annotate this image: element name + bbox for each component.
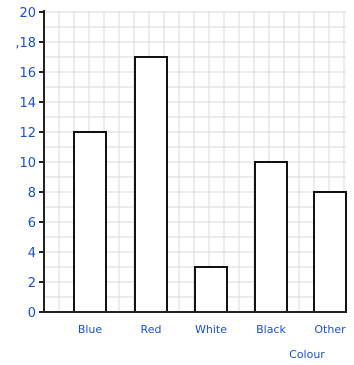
y-tick-label: ,18: [15, 36, 36, 51]
x-axis-label: Colour: [289, 348, 325, 361]
x-tick-label: White: [195, 323, 227, 336]
bar-red: [134, 56, 168, 313]
bar-blue: [73, 131, 107, 313]
x-tick-label: Black: [256, 323, 286, 336]
y-tick-label: 4: [28, 246, 36, 261]
y-tick-label: 12: [19, 126, 36, 141]
y-tick-labels: 0 2 4 6 8 10 12 14 16 ,18 20: [15, 6, 44, 321]
x-tick-label: Other: [314, 323, 346, 336]
x-tick-label: Red: [141, 323, 162, 336]
y-tick-label: 0: [28, 306, 36, 321]
x-tick-labels: Blue Red White Black Other: [78, 323, 346, 336]
y-tick-label: 20: [19, 6, 36, 21]
bar-other: [313, 191, 347, 313]
y-tick-label: 8: [28, 186, 36, 201]
y-tick-label: 14: [19, 96, 36, 111]
y-tick-label: 16: [19, 66, 36, 81]
x-tick-label: Blue: [78, 323, 103, 336]
y-tick-label: 10: [19, 156, 36, 171]
y-tick-label: 6: [28, 216, 36, 231]
y-tick-label: 2: [28, 276, 36, 291]
bar-white: [194, 266, 228, 313]
bar-black: [254, 161, 288, 313]
